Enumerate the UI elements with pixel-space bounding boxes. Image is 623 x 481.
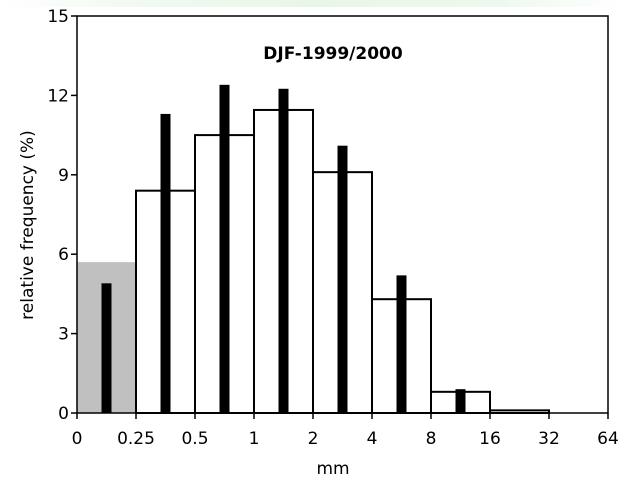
y-tick-label-0: 0 (58, 404, 69, 424)
x-tick-label-7: 16 (479, 429, 501, 449)
y-tick-label-5: 15 (47, 7, 69, 27)
dark-bar-2 (219, 84, 230, 414)
dark-bar-6 (455, 389, 466, 413)
y-tick-label-1: 3 (58, 325, 69, 345)
y-tick-label-4: 12 (47, 86, 69, 106)
dark-bar-0 (101, 283, 112, 413)
x-axis-title: mm (316, 459, 349, 479)
bars-layer (77, 84, 550, 414)
y-tick-label-3: 9 (58, 166, 69, 186)
x-tick-label-1: 0.25 (117, 429, 155, 449)
chart-title: DJF-1999/2000 (263, 44, 403, 64)
dark-bar-5 (396, 275, 407, 413)
y-axis-title: relative frequency (%) (18, 130, 38, 320)
x-tick-label-3: 1 (249, 429, 260, 449)
dark-bar-1 (160, 113, 171, 413)
x-tick-label-6: 8 (426, 429, 437, 449)
dark-bar-3 (278, 88, 289, 414)
top-decoration-stripe (0, 0, 623, 7)
x-tick-label-9: 64 (597, 429, 619, 449)
x-tick-label-5: 4 (367, 429, 378, 449)
plot-frame (76, 15, 609, 414)
x-tick-label-0: 0 (72, 429, 83, 449)
y-tick-label-2: 6 (58, 245, 69, 265)
x-tick-label-4: 2 (308, 429, 319, 449)
x-tick-label-2: 0.5 (181, 429, 208, 449)
x-tick-label-8: 32 (538, 429, 560, 449)
dark-bar-4 (337, 145, 348, 414)
